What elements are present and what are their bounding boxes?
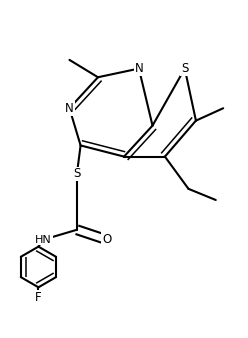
Text: N: N <box>134 62 143 75</box>
Text: N: N <box>65 102 74 115</box>
Text: HN: HN <box>35 235 52 245</box>
Text: S: S <box>181 62 188 75</box>
Text: S: S <box>73 167 81 180</box>
Text: F: F <box>35 291 42 304</box>
Text: O: O <box>102 233 111 246</box>
